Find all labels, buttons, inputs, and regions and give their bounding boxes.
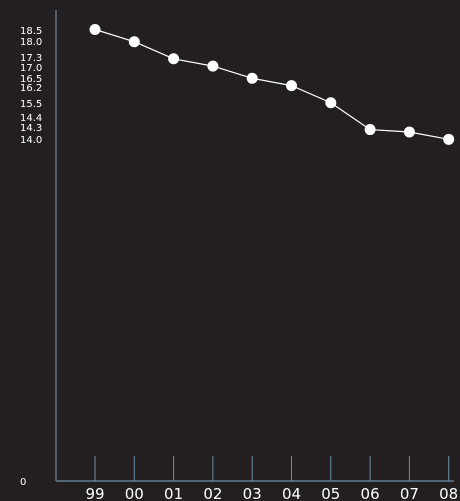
y-axis-ticks: 18.518.0 17.317.016.516.2 15.5 14.414.314.0… [20, 26, 42, 488]
x-tick-label: 99 [85, 485, 104, 501]
x-tick-label: 06 [361, 485, 380, 501]
y-tick-label: 18.0 [20, 37, 42, 48]
y-tick-label: 17.0 [20, 63, 42, 74]
y-tick-label: 18.5 [20, 26, 42, 37]
data-point [443, 133, 455, 145]
data-point [286, 80, 297, 92]
x-tick-label: 00 [125, 485, 144, 501]
data-point [325, 97, 337, 109]
x-tick-label: 02 [203, 485, 222, 501]
data-point [403, 126, 415, 138]
data-point [128, 36, 140, 48]
x-tick-label: 07 [400, 485, 419, 501]
y-tick-label: 0 [20, 477, 26, 488]
y-tick-label: 15.5 [20, 99, 42, 110]
series-line [94, 28, 449, 140]
y-tick-label: 14.4 [20, 113, 42, 124]
chart-axes [55, 10, 454, 482]
x-tick-label: 04 [282, 485, 301, 501]
y-tick-label: 17.3 [20, 53, 42, 64]
x-tick-label: 05 [321, 485, 340, 501]
data-point [89, 24, 101, 35]
y-tick-label: 14.0 [20, 135, 42, 146]
x-tick-label: 01 [164, 485, 183, 501]
y-tick-label: 14.3 [20, 123, 42, 134]
data-point [246, 72, 258, 84]
data-point [207, 60, 219, 72]
x-tick-label: 03 [243, 485, 262, 501]
y-tick-label: 16.5 [20, 74, 42, 85]
data-point [168, 53, 180, 65]
x-tick-label: 08 [439, 485, 458, 501]
data-point [364, 124, 376, 136]
data-series [89, 24, 455, 145]
x-axis-ticks: 99 00 01 02 03 04 05 06 07 08 [85, 456, 458, 501]
y-tick-label: 16.2 [20, 83, 42, 94]
